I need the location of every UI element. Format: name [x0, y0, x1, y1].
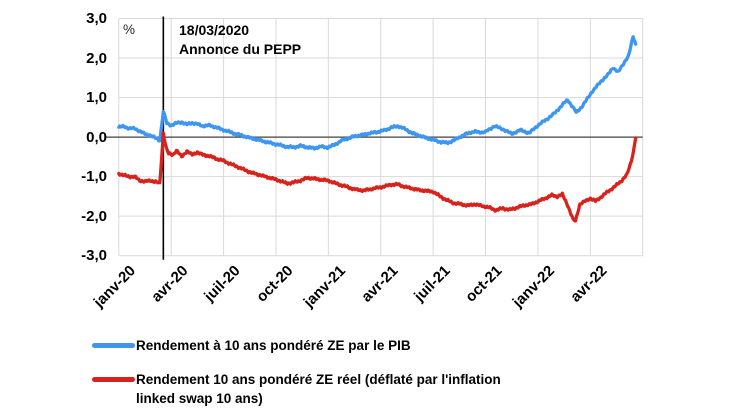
legend-item-reel: Rendement 10 ans pondéré ZE réel (déflat…: [92, 370, 712, 408]
y-tick-label: -3,0: [81, 247, 107, 265]
pepp-annotation-date: 18/03/2020: [179, 22, 250, 38]
legend-label-reel: Rendement 10 ans pondéré ZE réel (déflat…: [136, 372, 501, 406]
y-tick-label: -2,0: [81, 207, 107, 225]
pepp-annotation: 18/03/2020 Annonce du PEPP: [179, 21, 301, 58]
blue-line-legend-marker: [92, 343, 135, 348]
red-series-line: [117, 131, 638, 223]
y-tick-label: -1,0: [81, 168, 107, 186]
y-tick-label: 2,0: [86, 49, 107, 67]
legend-item-pib: Rendement à 10 ans pondéré ZE par le PIB: [92, 336, 712, 356]
pepp-annotation-text: Annonce du PEPP: [179, 40, 302, 57]
red-line-legend-marker: [92, 377, 135, 382]
chart-legend: Rendement à 10 ans pondéré ZE par le PIB…: [92, 336, 712, 410]
y-tick-label: 1,0: [86, 89, 107, 107]
blue-series-line: [117, 35, 638, 151]
legend-label-pib: Rendement à 10 ans pondéré ZE par le PIB: [136, 338, 411, 353]
y-tick-label: 0,0: [86, 128, 107, 146]
y-tick-label: 3,0: [86, 10, 107, 27]
y-axis-unit-label: %: [123, 22, 136, 37]
